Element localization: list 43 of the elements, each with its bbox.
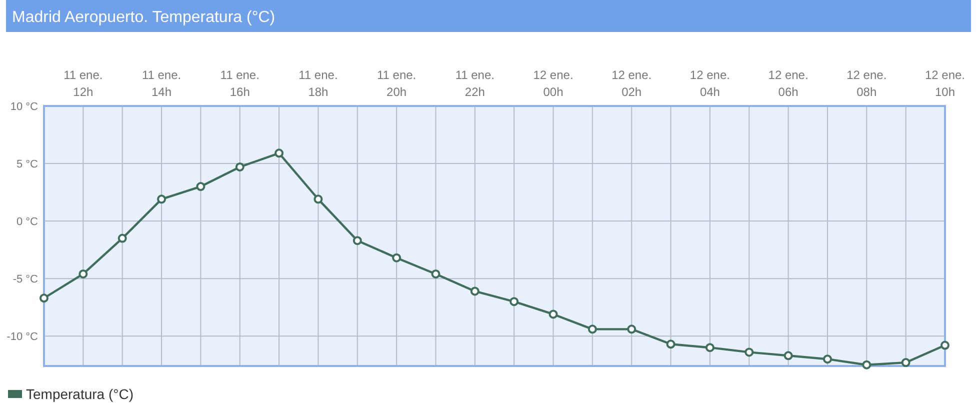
point	[784, 351, 793, 360]
point	[470, 286, 480, 296]
x-tick-label: 11 ene. 18h	[298, 68, 338, 99]
x-tick-label: 11 ene. 22h	[455, 68, 494, 99]
point	[314, 194, 323, 204]
x-tick-label: 12 ene. 06h	[768, 68, 808, 99]
point	[118, 234, 127, 243]
x-tick-label: 12 ene. 04h	[690, 68, 730, 99]
chart-title: Madrid Aeropuerto. Temperatura (°C)	[12, 9, 276, 26]
legend-label: Temperatura (°C)	[26, 386, 134, 402]
point	[705, 343, 714, 352]
point	[274, 148, 284, 158]
y-tick-label: -5 °C	[12, 274, 38, 286]
point	[862, 360, 872, 370]
point	[822, 354, 832, 364]
x-tick-label: 11 ene. 16h	[220, 68, 260, 99]
y-tick-label: 0 °C	[16, 216, 38, 228]
x-tick-label: 12 ene. 02h	[612, 68, 652, 99]
point	[666, 340, 676, 349]
y-tick-label: 10 °C	[10, 101, 38, 113]
point	[588, 324, 597, 334]
point	[901, 358, 910, 368]
point	[431, 269, 440, 278]
point	[196, 182, 206, 192]
point	[744, 348, 754, 357]
y-tick-label: -10 °C	[6, 331, 38, 344]
point	[627, 324, 636, 334]
point	[940, 340, 950, 350]
point	[548, 310, 558, 319]
point	[78, 269, 88, 278]
y-tick-label: 5 °C	[16, 158, 38, 171]
x-tick-label: 11 ene. 20h	[376, 68, 416, 99]
x-tick-label: 11 ene. 14h	[142, 68, 182, 99]
x-tick-label: 12 ene. 10h	[924, 68, 966, 99]
x-tick-label: 12 ene. 08h	[846, 68, 887, 99]
point	[352, 236, 362, 246]
point	[157, 194, 166, 204]
x-tick-label: 12 ene. 00h	[533, 68, 574, 99]
x-tick-label: 11 ene. 12h	[64, 68, 103, 99]
point	[40, 294, 48, 303]
point	[392, 253, 402, 262]
point	[235, 162, 244, 172]
point	[510, 297, 519, 306]
